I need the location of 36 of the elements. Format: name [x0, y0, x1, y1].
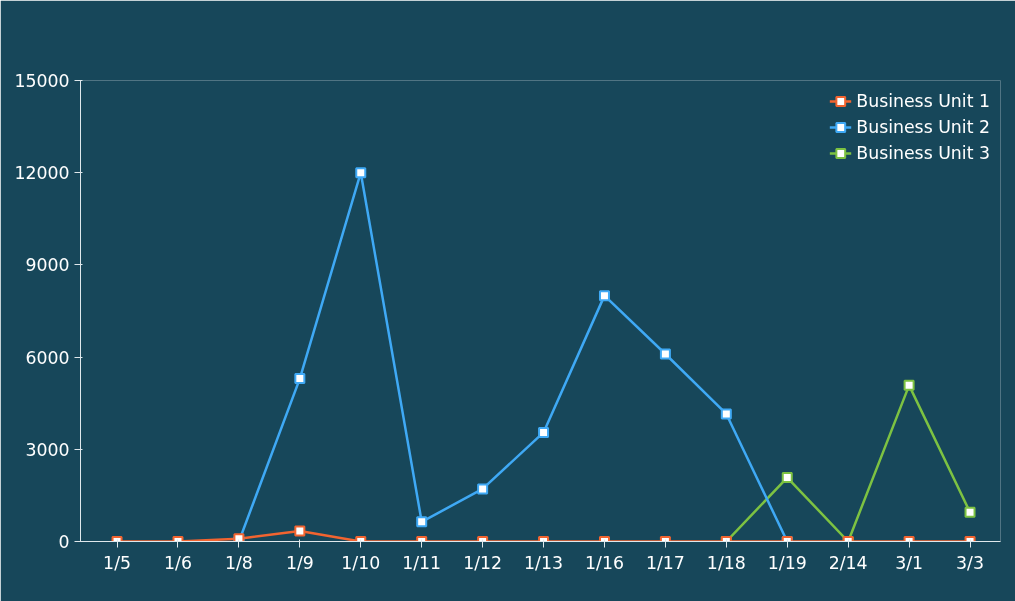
point: [720, 408, 732, 420]
point: [355, 167, 367, 179]
x-tick-label: 1/9: [285, 552, 314, 573]
y-tick-label: 12000: [14, 163, 70, 184]
point: [416, 516, 428, 528]
y-tick-label: 0: [58, 532, 70, 552]
point: [964, 506, 976, 518]
x-tick-label: 3/3: [956, 552, 984, 573]
y-tick-label: 6000: [25, 347, 70, 368]
x-tick-label: 1/8: [224, 552, 253, 573]
legend-label: Business Unit 2: [856, 117, 990, 137]
x-tick-label: 1/6: [164, 552, 192, 573]
point: [294, 525, 306, 537]
x-tick-label: 3/1: [895, 552, 924, 573]
x-tick-label: 1/17: [645, 552, 685, 573]
x-tick-label: 1/11: [402, 552, 442, 573]
point: [598, 290, 610, 302]
y-tick-label: 15000: [14, 71, 70, 91]
y-tick-label: 3000: [25, 439, 70, 460]
x-tick-label: 2/14: [828, 552, 868, 573]
point: [294, 373, 306, 385]
x-tick-label: 1/19: [767, 552, 807, 573]
point: [903, 379, 915, 391]
x-tick-label: 1/13: [524, 552, 564, 573]
point: [659, 348, 671, 360]
point: [477, 483, 489, 495]
x-tick-label: 1/16: [585, 552, 624, 573]
x-tick-label: 1/5: [103, 552, 131, 573]
legend-label: Business Unit 3: [856, 143, 990, 163]
x-tick-label: 1/12: [463, 552, 503, 573]
point: [781, 472, 793, 484]
point: [538, 426, 550, 438]
x-tick-label: 1/18: [706, 552, 746, 573]
y-tick-label: 9000: [25, 255, 70, 276]
legend-label: Business Unit 1: [856, 91, 990, 111]
x-tick-label: 1/10: [341, 552, 381, 573]
